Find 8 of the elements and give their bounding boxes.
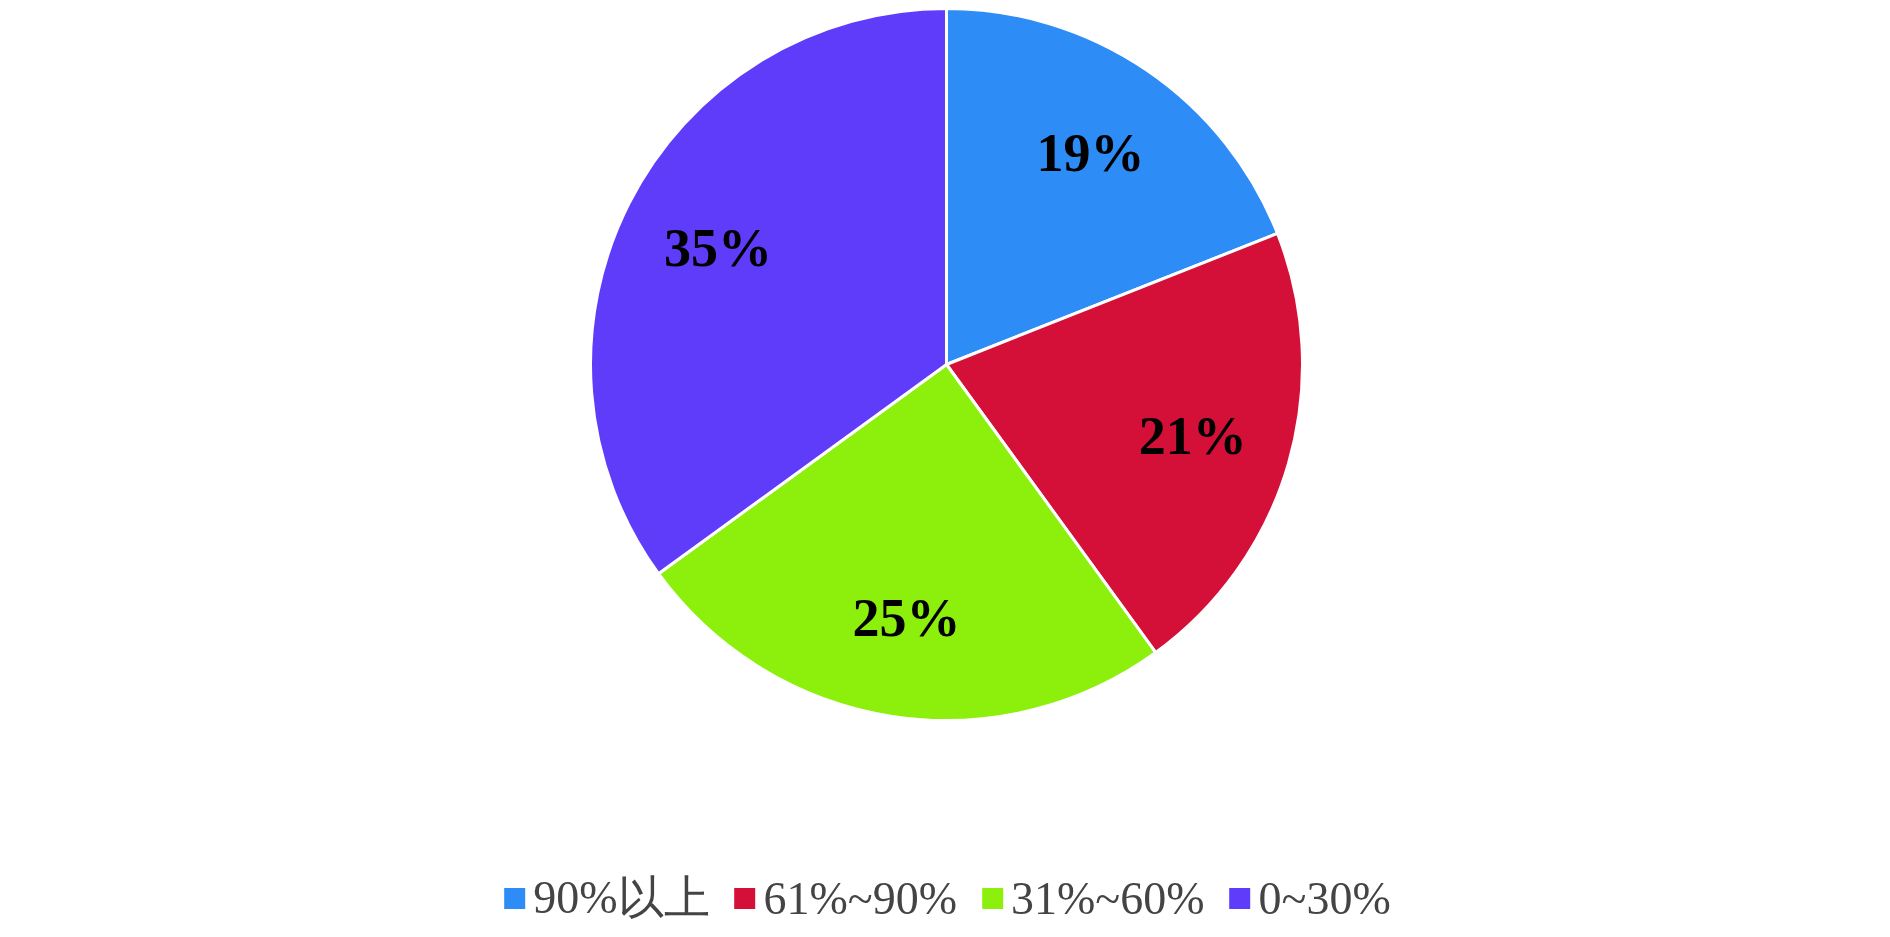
data-label: 21% [1138,406,1247,467]
legend-label: 90%以上 [533,871,710,925]
legend-label: 0~30% [1258,871,1391,925]
data-label: 19% [1036,122,1145,183]
legend-label: 31%~60% [1011,871,1205,925]
data-label: 35% [664,218,773,279]
legend-label: 61%~90% [763,871,958,925]
data-label: 25% [852,587,961,648]
